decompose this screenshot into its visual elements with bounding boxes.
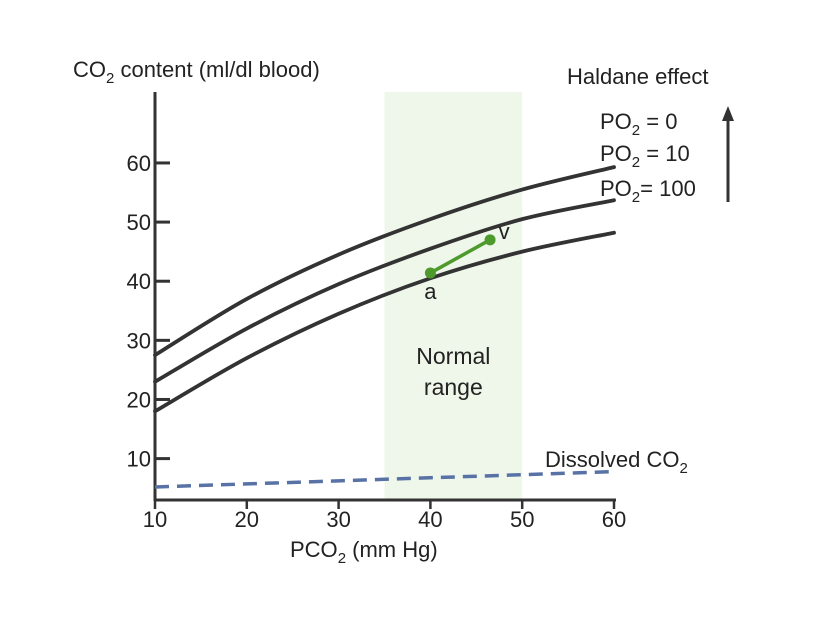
series-label-po2-100: PO2= 100 [600, 176, 696, 206]
x-tick-label: 40 [418, 507, 442, 532]
x-tick-label: 50 [510, 507, 534, 532]
y-tick-label: 40 [127, 269, 151, 294]
normal-range-label: range [424, 374, 483, 400]
series-label-po2-10: PO2 = 10 [600, 141, 690, 171]
dissolved-co2-line [154, 469, 615, 489]
haldane-arrow-icon [722, 106, 734, 202]
series-line-po2-100 [153, 230, 616, 414]
venous-point [484, 234, 496, 246]
x-tick-label: 60 [602, 507, 626, 532]
y-tick-label: 30 [127, 328, 151, 353]
normal-range-label: Normal [416, 343, 490, 369]
y-tick-label: 60 [127, 151, 151, 176]
arterial-point [424, 267, 436, 279]
x-axis-title: PCO2 (mm Hg) [290, 537, 438, 567]
x-tick-label: 30 [326, 507, 350, 532]
x-tick-label: 20 [235, 507, 259, 532]
y-tick-label: 50 [127, 210, 151, 235]
series-line-po2-10 [153, 198, 616, 384]
y-tick-label: 10 [127, 447, 151, 472]
series-label-po2-0: PO2 = 0 [600, 109, 677, 139]
arterial-venous-segment [429, 238, 491, 275]
haldane-effect-label: Haldane effect [567, 64, 708, 89]
normal-range-band [384, 92, 523, 500]
venous-point-label: v [499, 219, 510, 244]
x-tick-label: 10 [143, 507, 167, 532]
dissolved-co2-label: Dissolved CO2 [545, 447, 688, 477]
y-tick-label: 20 [127, 387, 151, 412]
y-axis-title: CO2 content (ml/dl blood) [73, 57, 320, 87]
arterial-point-label: a [424, 279, 437, 304]
series-line-po2-0 [153, 165, 616, 358]
